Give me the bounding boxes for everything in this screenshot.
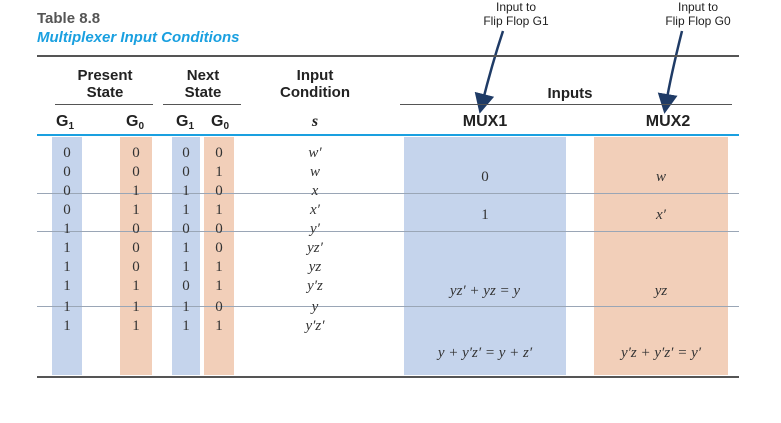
cell-input-condition: y′z′ — [305, 318, 325, 334]
cell-input-condition: x′ — [310, 202, 320, 218]
subheader-mux1: MUX1 — [462, 113, 508, 130]
band-present-g0 — [120, 137, 152, 375]
bottom-rule — [37, 376, 739, 378]
cell-next-g0: 0 — [215, 299, 223, 315]
cell-present-g0: 0 — [132, 240, 140, 256]
subheader-present-g0: G0 — [125, 113, 144, 132]
cell-present-g1: 0 — [63, 164, 71, 180]
cell-mux1: yz′ + yz = y — [449, 283, 521, 299]
cell-next-g0: 1 — [215, 259, 223, 275]
cell-next-g0: 0 — [215, 183, 223, 199]
header-accent-rule — [37, 134, 739, 136]
subheader-s: s — [311, 113, 319, 130]
cell-next-g1: 1 — [182, 240, 190, 256]
band-next-g1 — [172, 137, 200, 375]
group-separator — [37, 231, 739, 232]
cell-present-g0: 1 — [132, 202, 140, 218]
cell-next-g0: 0 — [215, 221, 223, 237]
cell-present-g1: 0 — [63, 145, 71, 161]
band-next-g0 — [204, 137, 234, 375]
band-mux1 — [404, 137, 566, 375]
cell-present-g0: 0 — [132, 164, 140, 180]
cell-next-g1: 0 — [182, 221, 190, 237]
cell-mux1: 0 — [481, 169, 489, 185]
subheader-mux2: MUX2 — [645, 113, 691, 130]
cell-input-condition: w′ — [308, 145, 322, 161]
cell-next-g1: 0 — [182, 164, 190, 180]
cell-present-g1: 0 — [63, 183, 71, 199]
cell-present-g0: 0 — [132, 259, 140, 275]
cell-next-g1: 0 — [182, 278, 190, 294]
cell-present-g0: 1 — [132, 299, 140, 315]
cell-mux2: x′ — [656, 207, 666, 223]
cell-input-condition: yz′ — [307, 240, 323, 256]
header-inputs: Inputs — [547, 85, 593, 102]
cell-next-g0: 1 — [215, 318, 223, 334]
cell-next-g1: 0 — [182, 145, 190, 161]
cell-present-g0: 1 — [132, 278, 140, 294]
cell-next-g1: 1 — [182, 202, 190, 218]
cell-next-g1: 1 — [182, 259, 190, 275]
cell-present-g0: 1 — [132, 183, 140, 199]
cell-next-g0: 0 — [215, 240, 223, 256]
cell-next-g1: 1 — [182, 299, 190, 315]
band-present-g1 — [52, 137, 82, 375]
cell-input-condition: w — [309, 164, 320, 180]
rule-next-state — [163, 104, 241, 105]
cell-mux2: w — [655, 169, 666, 185]
cell-input-condition: y — [311, 299, 319, 315]
cell-mux2: yz — [654, 283, 668, 299]
cell-next-g1: 1 — [182, 183, 190, 199]
cell-mux1: y + y′z′ = y + z′ — [437, 345, 533, 361]
subheader-next-g0: G0 — [210, 113, 229, 132]
subheader-present-g1: G1 — [55, 113, 74, 132]
cell-next-g0: 1 — [215, 164, 223, 180]
cell-input-condition: yz — [308, 259, 322, 275]
arrow-to-mux2 — [657, 30, 684, 114]
cell-present-g0: 0 — [132, 145, 140, 161]
cell-next-g0: 1 — [215, 202, 223, 218]
cell-present-g1: 1 — [63, 221, 71, 237]
cell-present-g1: 0 — [63, 202, 71, 218]
group-separator — [37, 306, 739, 307]
header-input-condition: Input Condition — [280, 67, 350, 101]
arrow-to-mux1 — [474, 30, 505, 114]
cell-present-g1: 1 — [63, 240, 71, 256]
cell-present-g1: 1 — [63, 278, 71, 294]
cell-present-g1: 1 — [63, 299, 71, 315]
cell-next-g0: 0 — [215, 145, 223, 161]
cell-present-g0: 1 — [132, 318, 140, 334]
cell-mux2: y′z + y′z′ = y′ — [620, 345, 702, 361]
cell-present-g1: 1 — [63, 259, 71, 275]
subheader-next-g1: G1 — [175, 113, 194, 132]
cell-input-condition: x — [311, 183, 319, 199]
band-mux2 — [594, 137, 728, 375]
cell-mux1: 1 — [481, 207, 489, 223]
cell-input-condition: y′z — [307, 278, 323, 294]
top-rule — [37, 55, 739, 57]
cell-next-g0: 1 — [215, 278, 223, 294]
annotation-g0: Input to Flip Flop G0 — [665, 0, 731, 28]
annotation-g1: Input to Flip Flop G1 — [483, 0, 549, 28]
table-caption: Multiplexer Input Conditions — [37, 29, 240, 46]
cell-input-condition: y′ — [310, 221, 320, 237]
header-present-state: Present State — [77, 67, 133, 101]
cell-present-g0: 0 — [132, 221, 140, 237]
cell-next-g1: 1 — [182, 318, 190, 334]
group-separator — [37, 193, 739, 194]
rule-inputs — [400, 104, 732, 105]
table-number: Table 8.8 — [37, 10, 101, 27]
rule-present-state — [55, 104, 153, 105]
cell-present-g1: 1 — [63, 318, 71, 334]
header-next-state: Next State — [184, 67, 222, 101]
